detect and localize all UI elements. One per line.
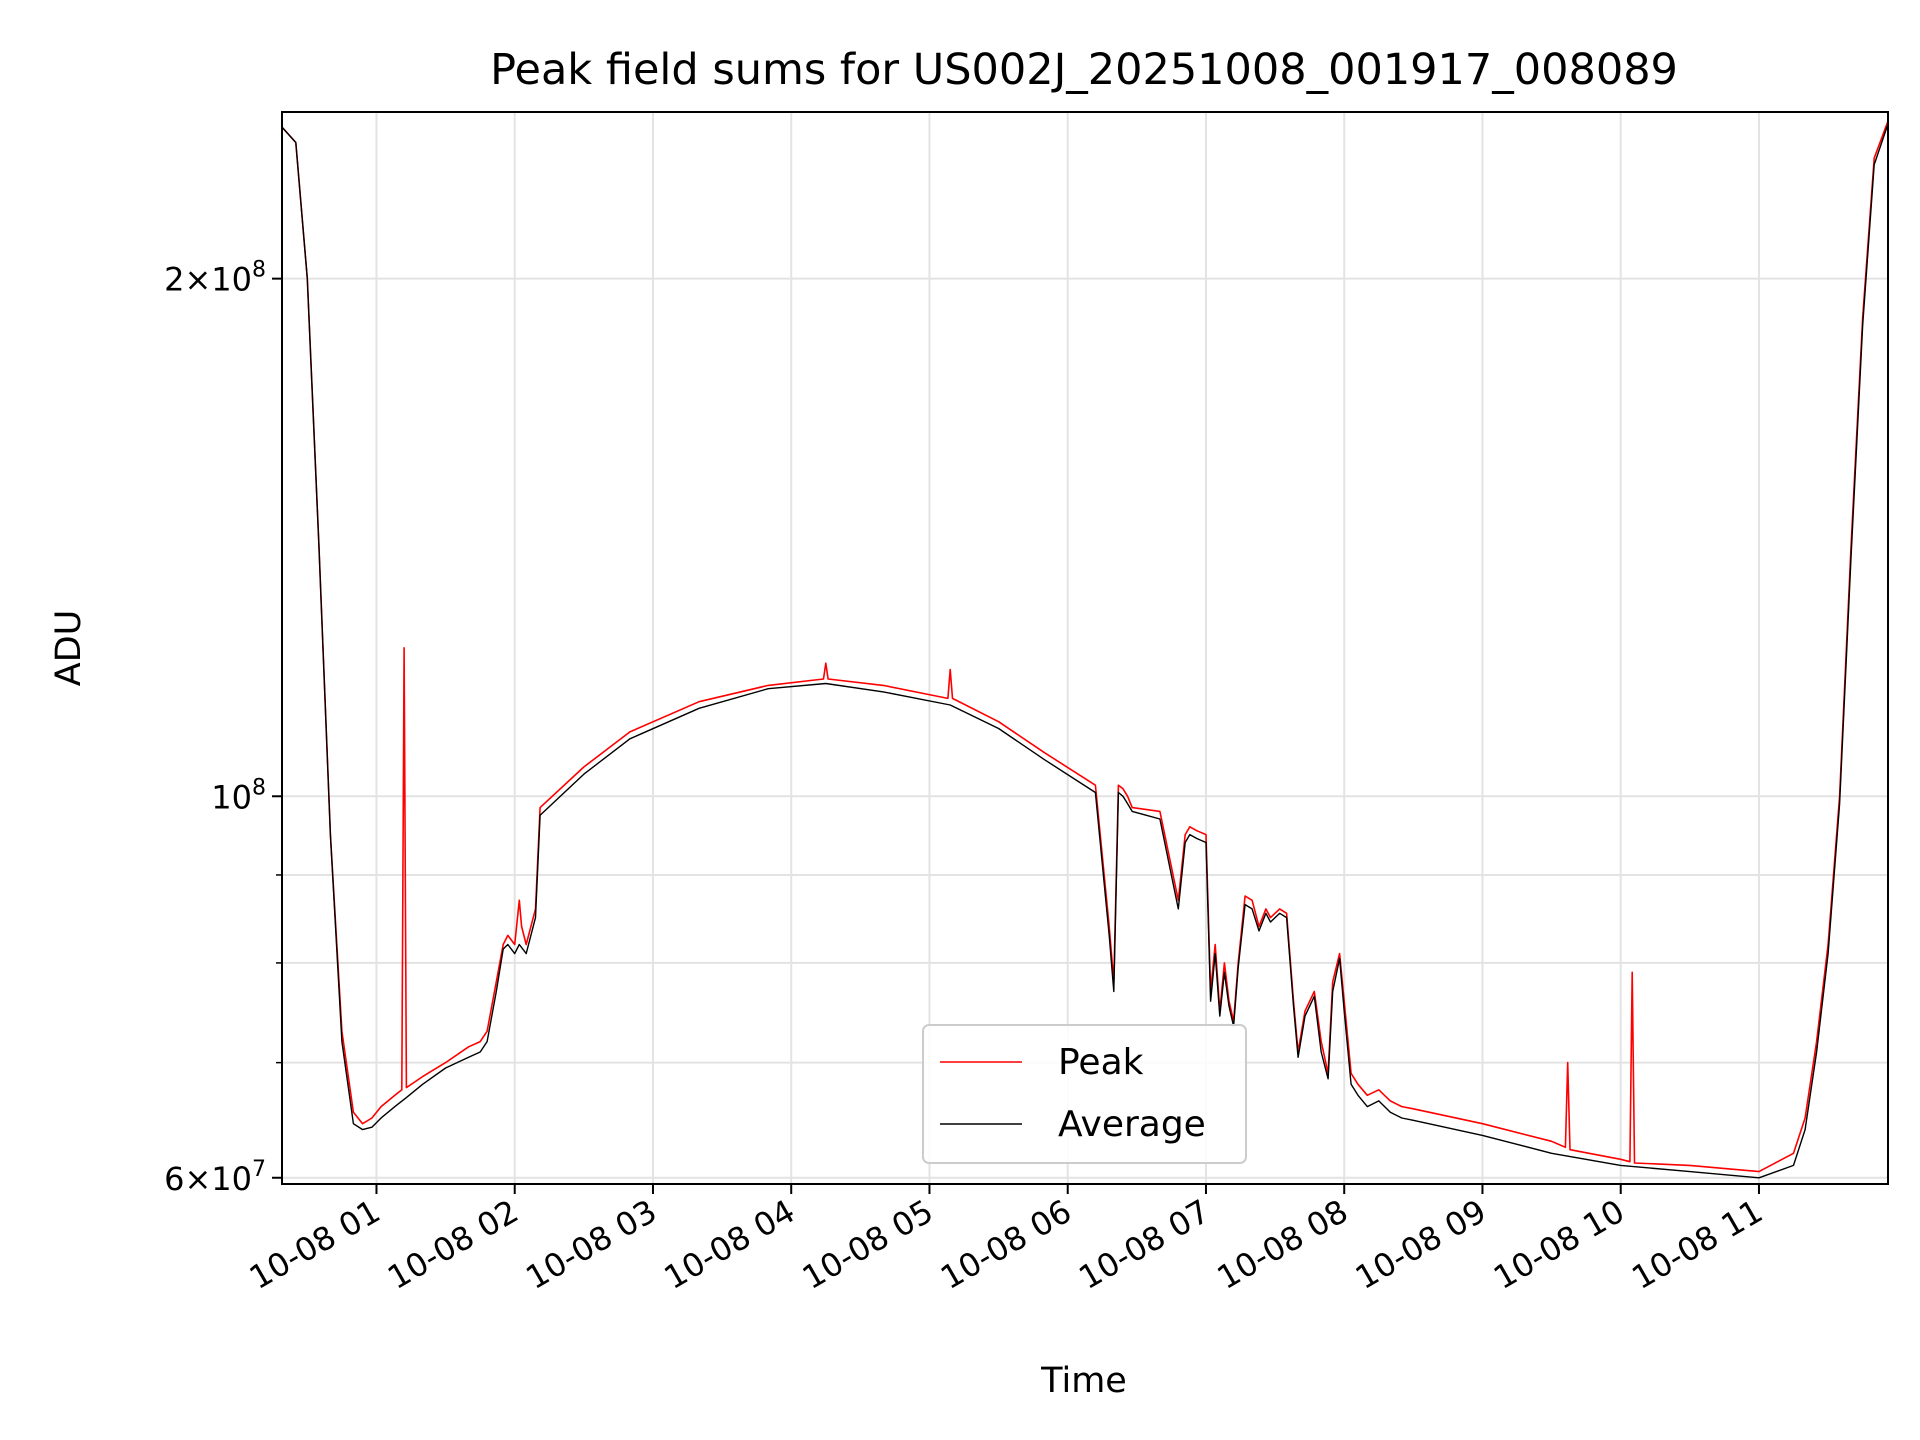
legend: Peak Average <box>922 1024 1247 1164</box>
legend-label-peak: Peak <box>1058 1042 1144 1083</box>
y-tick-label: 2×108 <box>164 258 266 299</box>
series-line-peak <box>281 120 1889 1173</box>
plot-frame <box>281 111 1889 1185</box>
series-group <box>281 120 1889 1179</box>
y-tick-label: 6×107 <box>164 1157 266 1198</box>
legend-box <box>922 1024 1247 1164</box>
y-axis-label: ADU <box>49 610 89 687</box>
y-tick-label: 108 <box>211 775 266 816</box>
series-line-average <box>281 123 1889 1179</box>
grid <box>282 112 1888 1184</box>
chart-title: Peak field sums for US002J_20251008_0019… <box>490 45 1678 95</box>
x-axis-label: Time <box>1040 1361 1127 1401</box>
legend-label-average: Average <box>1058 1104 1206 1145</box>
y-axis: 2×108 108 6×107 <box>164 258 282 1198</box>
